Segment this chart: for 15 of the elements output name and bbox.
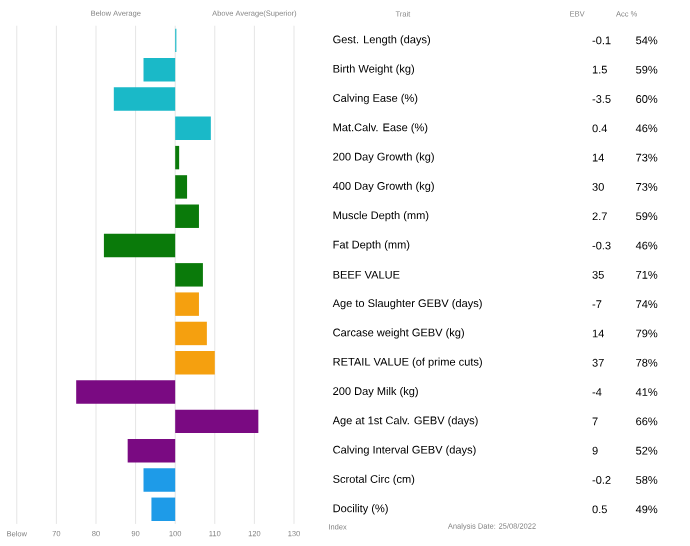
bar <box>175 174 188 199</box>
bar <box>143 57 176 82</box>
bar <box>127 438 176 463</box>
bar <box>143 468 176 492</box>
bar <box>175 292 199 316</box>
bar <box>175 409 259 433</box>
bar <box>113 87 176 111</box>
bar <box>175 350 215 375</box>
bar <box>175 321 207 345</box>
bar <box>175 116 211 140</box>
bar <box>76 380 176 404</box>
bar <box>151 497 176 521</box>
bar <box>175 204 199 228</box>
bar <box>175 262 203 287</box>
bar <box>103 233 176 257</box>
